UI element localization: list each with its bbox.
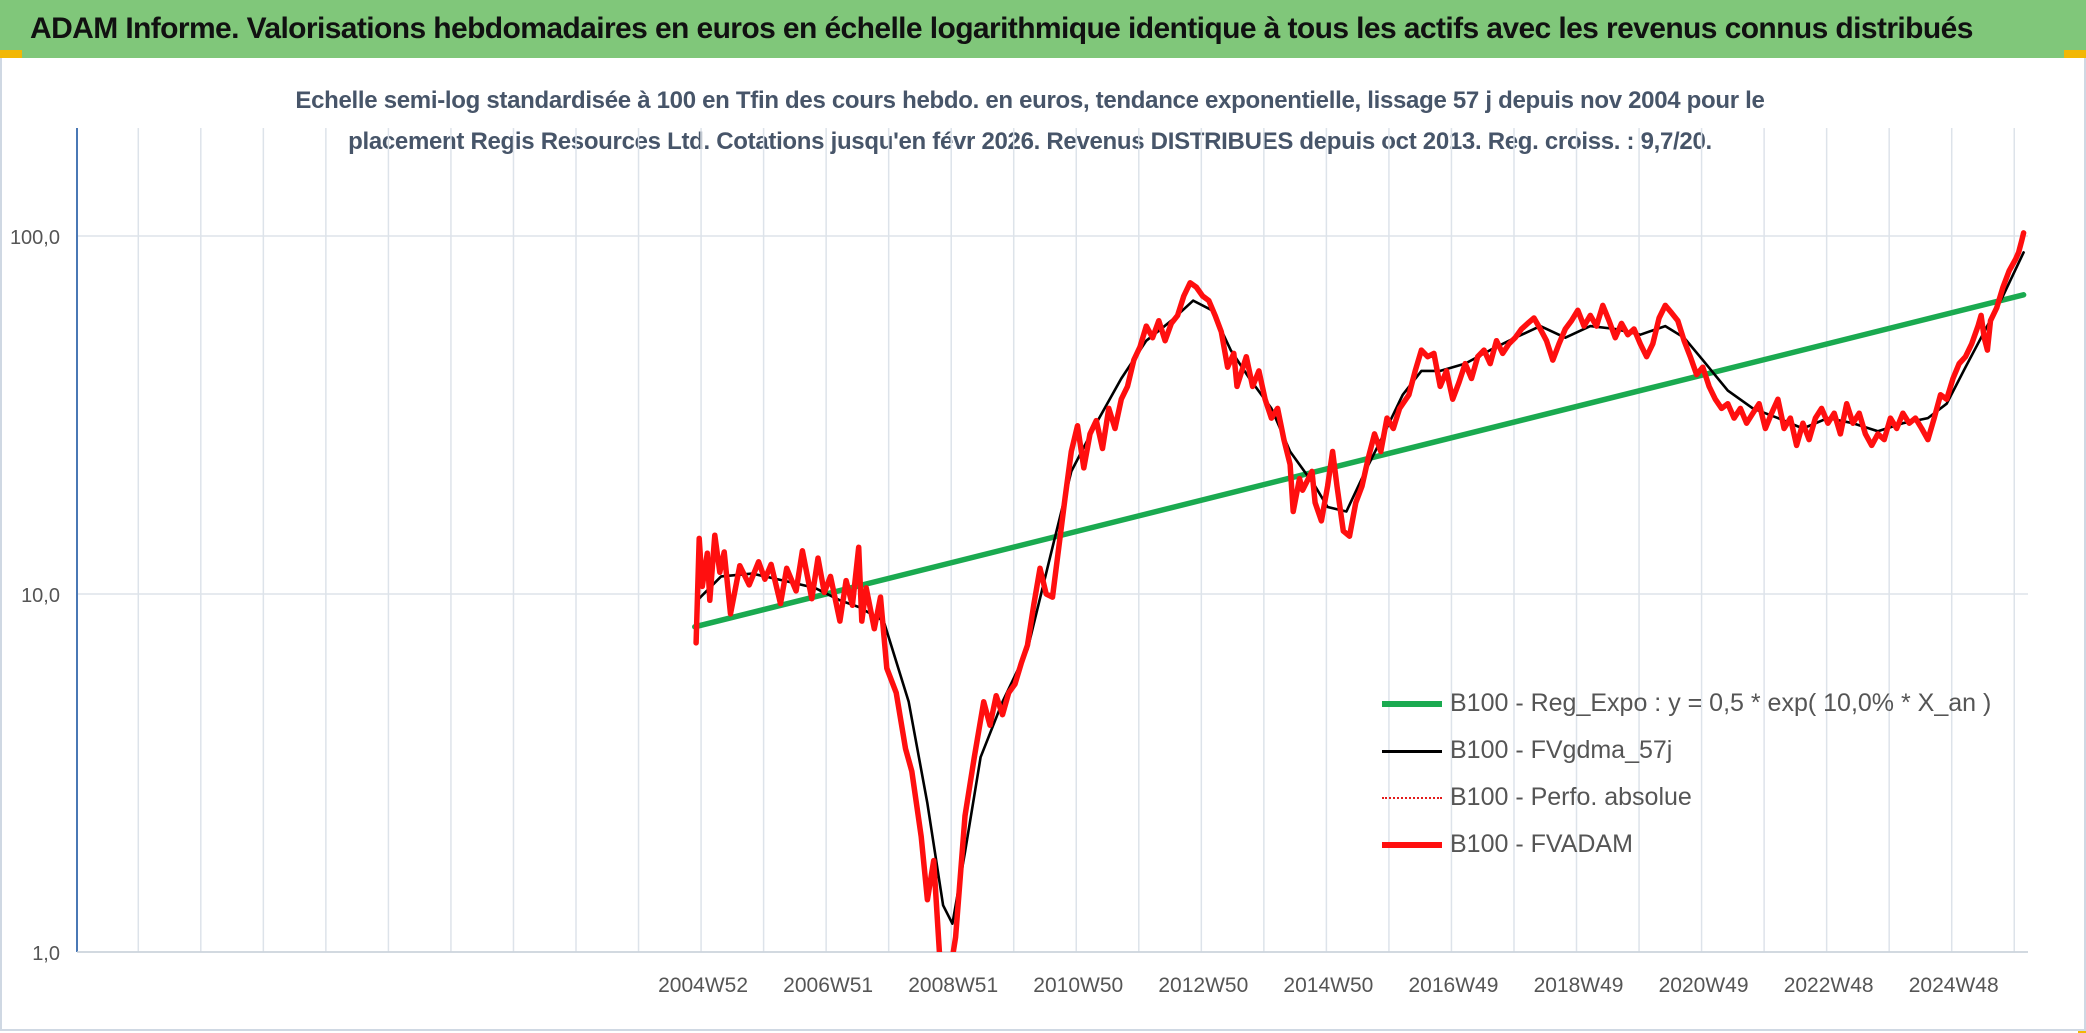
x-tick-label: 2010W50 xyxy=(1033,974,1123,997)
y-tick-label: 10,0 xyxy=(21,585,60,607)
x-tick-label: 2008W51 xyxy=(908,974,998,997)
x-tick-label: 2024W48 xyxy=(1909,974,1999,997)
legend-swatch-regression xyxy=(1382,701,1442,707)
axes: 100,0 10,0 1,0 2004W52 2006W51 2008W51 2010W50… xyxy=(10,128,2028,997)
y-tick-label: 100,0 xyxy=(10,227,60,249)
legend-swatch-fvadam xyxy=(1382,842,1442,848)
legend-item-fvadam: B100 - FVADAM xyxy=(1382,821,1982,868)
corner-marker-right xyxy=(2064,50,2086,58)
series xyxy=(692,230,2027,952)
series-fvadam-line xyxy=(693,230,2027,952)
x-tick-label: 2018W49 xyxy=(1534,974,1624,997)
legend-swatch-absolute xyxy=(1382,797,1442,799)
chart-legend: B100 - Reg_Expo : y = 0,5 * exp( 10,0% *… xyxy=(1382,680,1991,868)
x-tick-label: 2012W50 xyxy=(1158,974,1248,997)
series-regression-line xyxy=(692,292,2027,630)
x-tick-label: 2016W49 xyxy=(1409,974,1499,997)
legend-label-absolute: B100 - Perfo. absolue xyxy=(1450,783,1692,811)
legend-item-regression: B100 - Reg_Expo : y = 0,5 * exp( 10,0% *… xyxy=(1382,680,1991,727)
legend-swatch-smoothed xyxy=(1382,750,1442,753)
report-header: ADAM Informe. Valorisations hebdomadaire… xyxy=(0,0,2086,58)
x-tick-label: 2022W48 xyxy=(1784,974,1874,997)
legend-item-absolute: B100 - Perfo. absolue xyxy=(1382,774,1982,821)
x-tick-label: 2004W52 xyxy=(658,974,748,997)
y-tick-label: 1,0 xyxy=(32,943,60,965)
legend-label-regression: B100 - Reg_Expo : y = 0,5 * exp( 10,0% *… xyxy=(1450,689,1992,717)
chart-subtitle-line1: Echelle semi-log standardisée à 100 en T… xyxy=(295,87,1765,114)
x-tick-label: 2014W50 xyxy=(1283,974,1373,997)
legend-label-smoothed: B100 - FVgdma_57j xyxy=(1450,736,1673,764)
report-title: ADAM Informe. Valorisations hebdomadaire… xyxy=(30,12,1973,45)
legend-item-smoothed: B100 - FVgdma_57j xyxy=(1382,727,1982,774)
x-tick-label: 2006W51 xyxy=(783,974,873,997)
x-tick-label: 2020W49 xyxy=(1659,974,1749,997)
legend-label-fvadam: B100 - FVADAM xyxy=(1450,830,1633,858)
chart-frame xyxy=(0,58,2086,1031)
corner-marker-left xyxy=(0,50,22,58)
